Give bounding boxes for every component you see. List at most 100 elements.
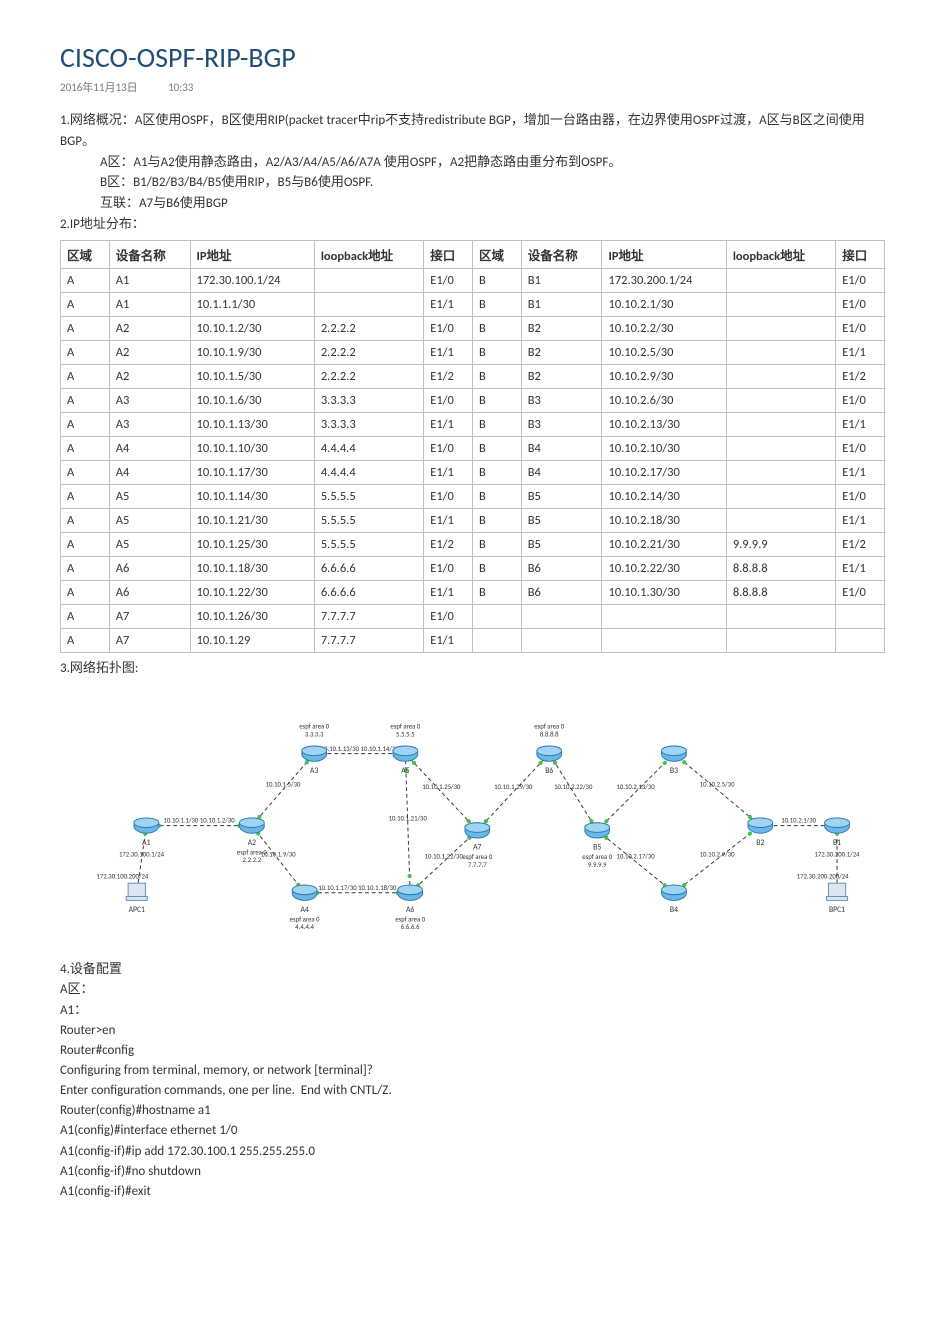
svg-text:10.10.1.17/30 10.10.1.18/30: 10.10.1.17/30 10.10.1.18/30	[318, 883, 397, 891]
table-cell: 8.8.8.8	[726, 580, 835, 604]
table-cell: 10.10.1.18/30	[190, 556, 314, 580]
table-header: IP地址	[602, 240, 726, 268]
table-row: AA510.10.1.21/305.5.5.5E1/1BB510.10.2.18…	[61, 508, 885, 532]
table-header: 区域	[61, 240, 110, 268]
table-cell	[726, 484, 835, 508]
svg-text:10.10.2.17/30: 10.10.2.17/30	[616, 852, 655, 860]
table-cell: 10.10.1.21/30	[190, 508, 314, 532]
table-cell: A	[61, 628, 110, 652]
table-cell: 5.5.5.5	[314, 484, 423, 508]
table-header: 设备名称	[109, 240, 190, 268]
table-cell: A	[61, 340, 110, 364]
ip-table: 区域设备名称IP地址loopback地址接口区域设备名称IP地址loopback…	[60, 240, 885, 653]
table-row: AA1172.30.100.1/24E1/0BB1172.30.200.1/24…	[61, 268, 885, 292]
table-row: AA210.10.1.5/302.2.2.2E1/2BB210.10.2.9/3…	[61, 364, 885, 388]
table-cell: A	[61, 556, 110, 580]
svg-text:4.4.4.4: 4.4.4.4	[295, 923, 314, 931]
table-cell	[472, 628, 521, 652]
table-cell: A3	[109, 388, 190, 412]
table-cell: 10.10.1.22/30	[190, 580, 314, 604]
table-cell: E1/0	[424, 388, 473, 412]
svg-text:7.7.7.7: 7.7.7.7	[468, 860, 487, 868]
table-cell: 4.4.4.4	[314, 436, 423, 460]
table-cell: 172.30.100.1/24	[190, 268, 314, 292]
table-cell: E1/0	[424, 556, 473, 580]
svg-text:10.10.2.1/30: 10.10.2.1/30	[781, 816, 816, 824]
svg-text:10.10.1.21/30: 10.10.1.21/30	[389, 814, 428, 822]
table-cell: 6.6.6.6	[314, 556, 423, 580]
table-row: AA610.10.1.18/306.6.6.6E1/0BB610.10.2.22…	[61, 556, 885, 580]
table-header: IP地址	[190, 240, 314, 268]
svg-text:BPC1: BPC1	[829, 906, 845, 915]
table-row: AA410.10.1.10/304.4.4.4E1/0BB410.10.2.10…	[61, 436, 885, 460]
table-cell	[836, 604, 885, 628]
table-cell: A	[61, 484, 110, 508]
svg-text:10.10.2.13/30: 10.10.2.13/30	[616, 783, 655, 791]
svg-text:172.30.100.1/24: 172.30.100.1/24	[119, 850, 165, 858]
table-cell: B	[472, 484, 521, 508]
table-cell: A	[61, 292, 110, 316]
svg-text:A1: A1	[142, 838, 150, 847]
table-cell: A	[61, 388, 110, 412]
svg-text:B2: B2	[756, 838, 764, 847]
table-cell: A	[61, 604, 110, 628]
table-cell: E1/0	[836, 484, 885, 508]
table-cell	[726, 460, 835, 484]
config-block: A区： A1： Router>en Router#config Configur…	[60, 980, 885, 1202]
table-cell: 9.9.9.9	[726, 532, 835, 556]
table-cell: E1/0	[836, 436, 885, 460]
table-cell: A5	[109, 532, 190, 556]
table-cell: E1/1	[424, 508, 473, 532]
table-cell	[472, 604, 521, 628]
svg-text:10.10.1.29/30: 10.10.1.29/30	[494, 783, 533, 791]
table-cell: B	[472, 340, 521, 364]
svg-text:8.8.8.8: 8.8.8.8	[540, 730, 559, 738]
table-cell: 10.10.1.25/30	[190, 532, 314, 556]
page-meta: 2016年11月13日 10:33	[60, 79, 885, 95]
table-cell: B2	[521, 364, 602, 388]
table-cell: 4.4.4.4	[314, 460, 423, 484]
table-cell: 3.3.3.3	[314, 388, 423, 412]
table-cell: 7.7.7.7	[314, 628, 423, 652]
svg-text:5.5.5.5: 5.5.5.5	[396, 730, 415, 738]
svg-text:A2: A2	[248, 838, 256, 847]
table-cell: 8.8.8.8	[726, 556, 835, 580]
svg-text:10.10.1.25/30: 10.10.1.25/30	[422, 783, 461, 791]
svg-text:2.2.2.2: 2.2.2.2	[243, 856, 262, 864]
table-cell: B	[472, 268, 521, 292]
table-row: AA410.10.1.17/304.4.4.4E1/1BB410.10.2.17…	[61, 460, 885, 484]
table-header: 设备名称	[521, 240, 602, 268]
overview-block: 1.网络概况：A区使用OSPF，B区使用RIP(packet tracer中ri…	[60, 111, 885, 236]
svg-text:172.30.100.200/24: 172.30.100.200/24	[96, 872, 148, 880]
svg-text:B1: B1	[833, 838, 841, 847]
table-cell: A2	[109, 340, 190, 364]
svg-text:10.10.1.13/30 10.10.1.14/30: 10.10.1.13/30 10.10.1.14/30	[321, 744, 400, 752]
table-cell: B4	[521, 436, 602, 460]
table-cell: 2.2.2.2	[314, 340, 423, 364]
table-cell: B4	[521, 460, 602, 484]
table-cell: A3	[109, 412, 190, 436]
table-cell: 10.10.2.6/30	[602, 388, 726, 412]
table-cell: E1/0	[836, 580, 885, 604]
table-cell: A4	[109, 436, 190, 460]
table-cell: 10.10.2.10/30	[602, 436, 726, 460]
table-cell	[602, 604, 726, 628]
table-cell: A	[61, 364, 110, 388]
table-cell: A	[61, 532, 110, 556]
svg-text:10.10.2.5/30: 10.10.2.5/30	[700, 780, 735, 788]
table-cell: A5	[109, 508, 190, 532]
table-row: AA710.10.1.26/307.7.7.7E1/0	[61, 604, 885, 628]
table-cell: 10.10.2.14/30	[602, 484, 726, 508]
table-cell: E1/0	[424, 268, 473, 292]
svg-text:10.10.2.22/30: 10.10.2.22/30	[554, 783, 593, 791]
table-cell: E1/0	[836, 268, 885, 292]
table-cell: B3	[521, 412, 602, 436]
svg-text:172.30.200.1/24: 172.30.200.1/24	[815, 850, 861, 858]
ip-heading: 2.IP地址分布：	[60, 215, 885, 236]
table-cell: 10.10.1.9/30	[190, 340, 314, 364]
table-cell: B	[472, 556, 521, 580]
table-cell: 10.10.1.29	[190, 628, 314, 652]
table-cell: 10.10.2.22/30	[602, 556, 726, 580]
svg-text:APC1: APC1	[129, 906, 145, 915]
table-cell: 10.10.2.21/30	[602, 532, 726, 556]
